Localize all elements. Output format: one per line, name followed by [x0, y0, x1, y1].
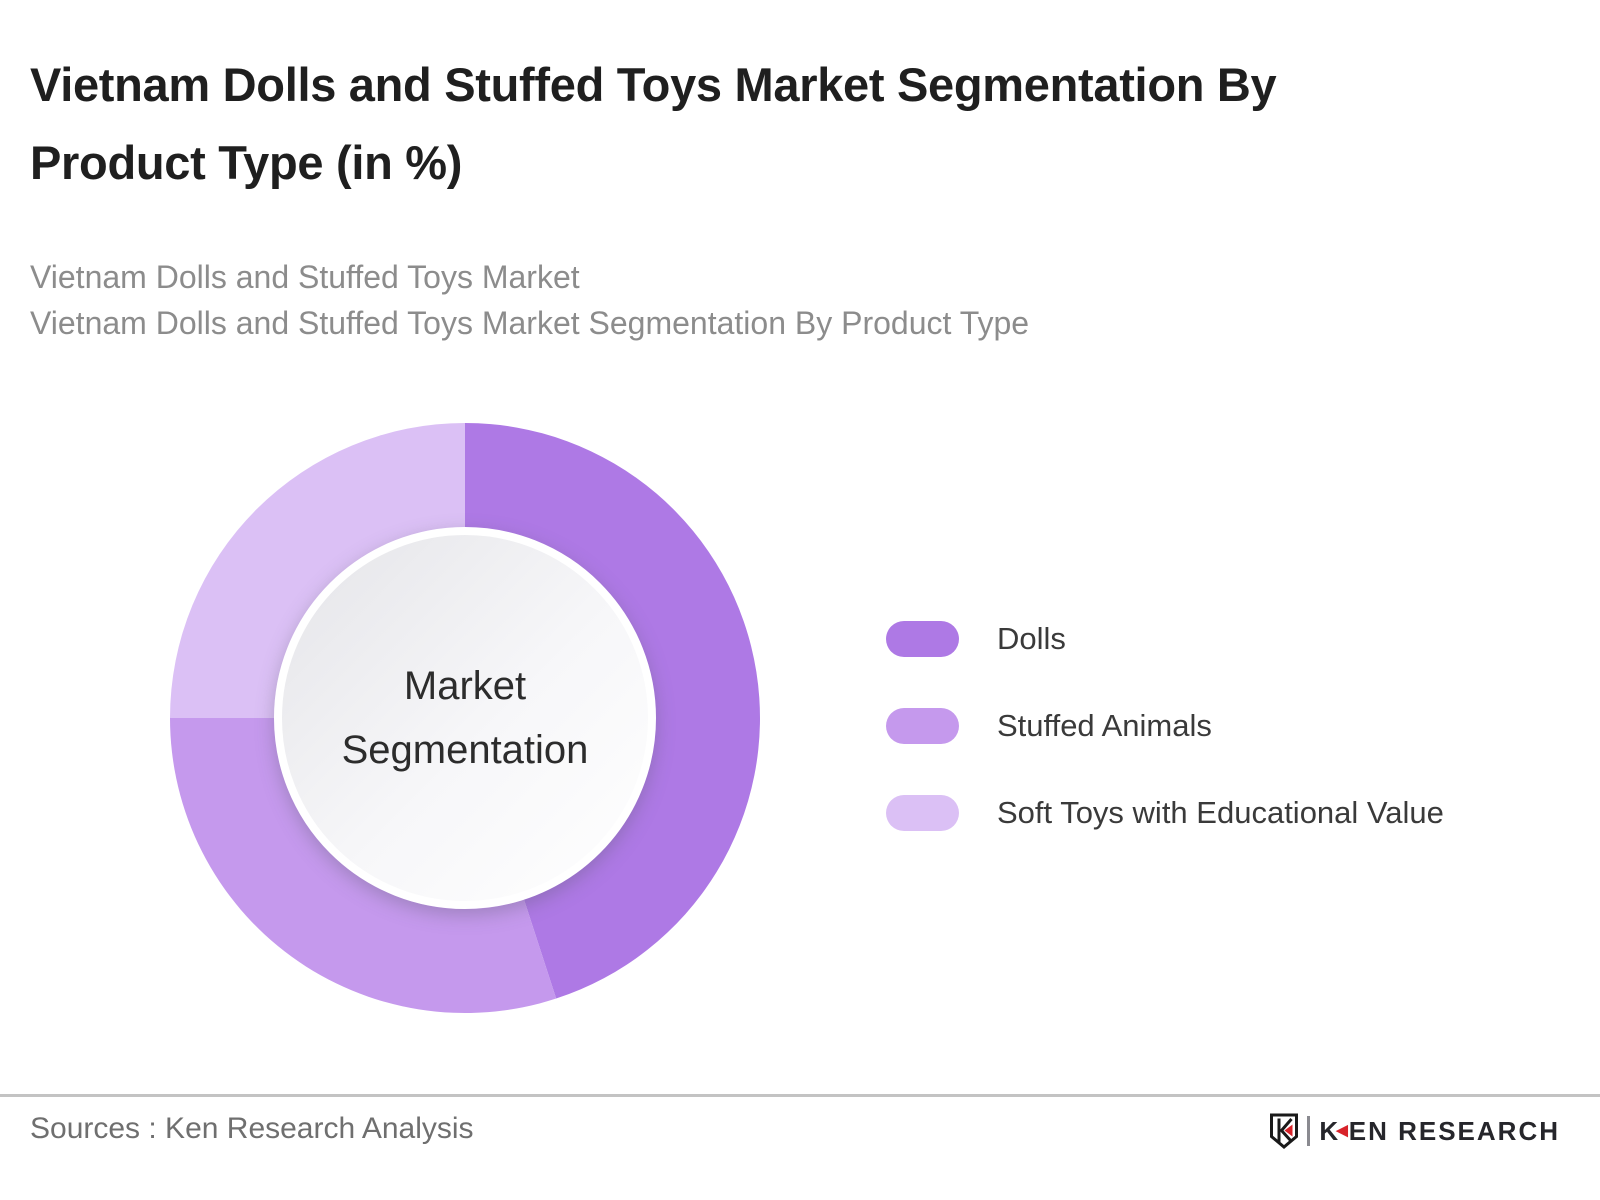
footer-divider	[0, 1094, 1600, 1097]
legend-item-stuffed-animals: Stuffed Animals	[886, 708, 1444, 744]
subtitle-line-2: Vietnam Dolls and Stuffed Toys Market Se…	[30, 305, 1030, 341]
legend-item-dolls: Dolls	[886, 621, 1444, 657]
donut-center-disc: Market Segmentation	[274, 527, 656, 909]
legend-label-soft-toys: Soft Toys with Educational Value	[997, 795, 1444, 830]
page-subtitle: Vietnam Dolls and Stuffed Toys Market Vi…	[30, 254, 1029, 346]
donut-center-label: Market Segmentation	[341, 664, 589, 772]
legend-swatch-dolls	[886, 621, 959, 657]
legend-item-soft-toys: Soft Toys with Educational Value	[886, 795, 1444, 831]
ken-research-shield-icon	[1270, 1113, 1299, 1149]
donut-chart: Market Segmentation	[170, 423, 760, 1013]
legend-swatch-soft-toys	[886, 795, 959, 831]
subtitle-line-1: Vietnam Dolls and Stuffed Toys Market	[30, 259, 580, 295]
ken-research-logo: K ◀ EN RESEARCH	[1269, 1112, 1560, 1150]
logo-rest-text: EN RESEARCH	[1348, 1115, 1560, 1146]
legend-swatch-stuffed-animals	[886, 708, 959, 744]
legend-label-dolls: Dolls	[997, 621, 1066, 656]
logo-red-triangle-icon: ◀	[1336, 1122, 1350, 1139]
logo-letter-k: K	[1319, 1115, 1341, 1146]
chart-legend: Dolls Stuffed Animals Soft Toys with Edu…	[886, 621, 1444, 882]
page-title: Vietnam Dolls and Stuffed Toys Market Se…	[30, 46, 1277, 202]
page-title-line-1: Vietnam Dolls and Stuffed Toys Market Se…	[30, 58, 1277, 111]
logo-wordmark: K ◀ EN RESEARCH	[1319, 1116, 1560, 1147]
logo-divider-bar	[1307, 1116, 1311, 1146]
sources-text: Sources : Ken Research Analysis	[30, 1112, 474, 1145]
page-title-line-2: Product Type (in %)	[30, 136, 463, 189]
legend-label-stuffed-animals: Stuffed Animals	[997, 708, 1212, 743]
